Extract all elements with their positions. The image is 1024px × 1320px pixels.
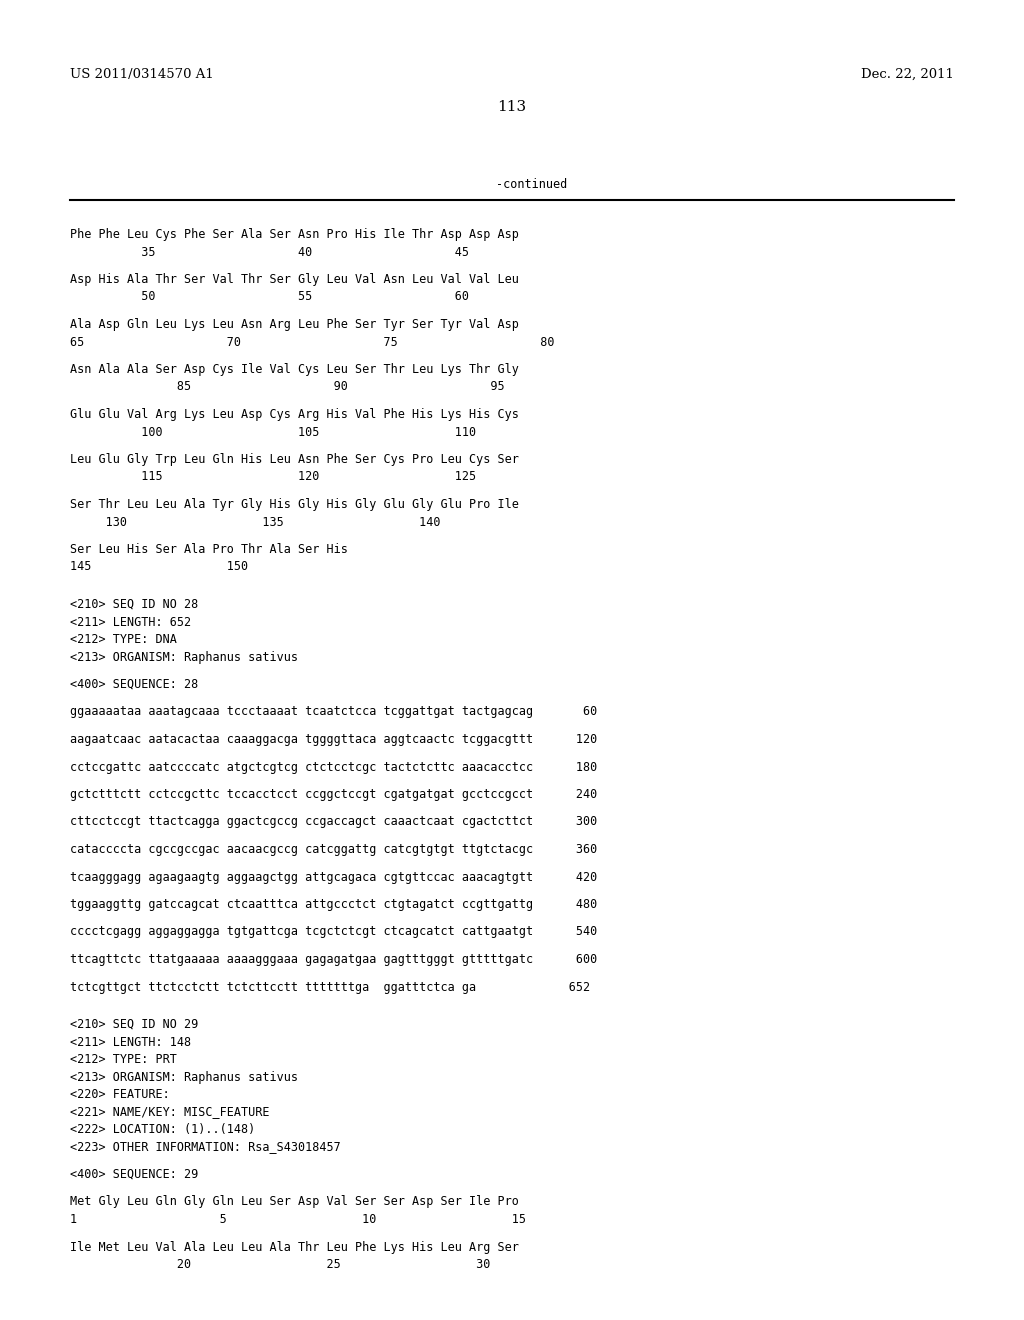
Text: Leu Glu Gly Trp Leu Gln His Leu Asn Phe Ser Cys Pro Leu Cys Ser: Leu Glu Gly Trp Leu Gln His Leu Asn Phe … <box>70 453 519 466</box>
Text: Ile Met Leu Val Ala Leu Leu Ala Thr Leu Phe Lys His Leu Arg Ser: Ile Met Leu Val Ala Leu Leu Ala Thr Leu … <box>70 1241 519 1254</box>
Text: Ser Leu His Ser Ala Pro Thr Ala Ser His: Ser Leu His Ser Ala Pro Thr Ala Ser His <box>70 543 348 556</box>
Text: 100                   105                   110: 100 105 110 <box>70 425 476 438</box>
Text: 130                   135                   140: 130 135 140 <box>70 516 440 528</box>
Text: <222> LOCATION: (1)..(148): <222> LOCATION: (1)..(148) <box>70 1123 255 1137</box>
Text: Asp His Ala Thr Ser Val Thr Ser Gly Leu Val Asn Leu Val Val Leu: Asp His Ala Thr Ser Val Thr Ser Gly Leu … <box>70 273 519 286</box>
Text: <210> SEQ ID NO 29: <210> SEQ ID NO 29 <box>70 1018 199 1031</box>
Text: <223> OTHER INFORMATION: Rsa_S43018457: <223> OTHER INFORMATION: Rsa_S43018457 <box>70 1140 341 1154</box>
Text: Asn Ala Ala Ser Asp Cys Ile Val Cys Leu Ser Thr Leu Lys Thr Gly: Asn Ala Ala Ser Asp Cys Ile Val Cys Leu … <box>70 363 519 376</box>
Text: tcaagggagg agaagaagtg aggaagctgg attgcagaca cgtgttccac aaacagtgtt      420: tcaagggagg agaagaagtg aggaagctgg attgcag… <box>70 870 597 883</box>
Text: 115                   120                   125: 115 120 125 <box>70 470 476 483</box>
Text: Dec. 22, 2011: Dec. 22, 2011 <box>861 69 954 81</box>
Text: cctccgattc aatccccatc atgctcgtcg ctctcctcgc tactctcttc aaacacctcc      180: cctccgattc aatccccatc atgctcgtcg ctctcct… <box>70 760 597 774</box>
Text: ttcagttctc ttatgaaaaa aaaagggaaa gagagatgaa gagtttgggt gtttttgatc      600: ttcagttctc ttatgaaaaa aaaagggaaa gagagat… <box>70 953 597 966</box>
Text: Phe Phe Leu Cys Phe Ser Ala Ser Asn Pro His Ile Thr Asp Asp Asp: Phe Phe Leu Cys Phe Ser Ala Ser Asn Pro … <box>70 228 519 242</box>
Text: gctctttctt cctccgcttc tccacctcct ccggctccgt cgatgatgat gcctccgcct      240: gctctttctt cctccgcttc tccacctcct ccggctc… <box>70 788 597 801</box>
Text: <400> SEQUENCE: 28: <400> SEQUENCE: 28 <box>70 678 199 690</box>
Text: Glu Glu Val Arg Lys Leu Asp Cys Arg His Val Phe His Lys His Cys: Glu Glu Val Arg Lys Leu Asp Cys Arg His … <box>70 408 519 421</box>
Text: tggaaggttg gatccagcat ctcaatttca attgccctct ctgtagatct ccgttgattg      480: tggaaggttg gatccagcat ctcaatttca attgccc… <box>70 898 597 911</box>
Text: US 2011/0314570 A1: US 2011/0314570 A1 <box>70 69 214 81</box>
Text: Ala Asp Gln Leu Lys Leu Asn Arg Leu Phe Ser Tyr Ser Tyr Val Asp: Ala Asp Gln Leu Lys Leu Asn Arg Leu Phe … <box>70 318 519 331</box>
Text: <221> NAME/KEY: MISC_FEATURE: <221> NAME/KEY: MISC_FEATURE <box>70 1106 269 1118</box>
Text: Met Gly Leu Gln Gly Gln Leu Ser Asp Val Ser Ser Asp Ser Ile Pro: Met Gly Leu Gln Gly Gln Leu Ser Asp Val … <box>70 1196 519 1209</box>
Text: 85                    90                    95: 85 90 95 <box>70 380 505 393</box>
Text: 113: 113 <box>498 100 526 114</box>
Text: <211> LENGTH: 148: <211> LENGTH: 148 <box>70 1035 191 1048</box>
Text: aagaatcaac aatacactaa caaaggacga tggggttaca aggtcaactc tcggacgttt      120: aagaatcaac aatacactaa caaaggacga tggggtt… <box>70 733 597 746</box>
Text: <211> LENGTH: 652: <211> LENGTH: 652 <box>70 615 191 628</box>
Text: 1                    5                   10                   15: 1 5 10 15 <box>70 1213 526 1226</box>
Text: tctcgttgct ttctcctctt tctcttcctt tttttttga  ggatttctca ga             652: tctcgttgct ttctcctctt tctcttcctt ttttttt… <box>70 981 590 994</box>
Text: 50                    55                    60: 50 55 60 <box>70 290 469 304</box>
Text: <220> FEATURE:: <220> FEATURE: <box>70 1088 170 1101</box>
Text: <210> SEQ ID NO 28: <210> SEQ ID NO 28 <box>70 598 199 611</box>
Text: cccctcgagg aggaggagga tgtgattcga tcgctctcgt ctcagcatct cattgaatgt      540: cccctcgagg aggaggagga tgtgattcga tcgctct… <box>70 925 597 939</box>
Text: Ser Thr Leu Leu Ala Tyr Gly His Gly His Gly Glu Gly Glu Pro Ile: Ser Thr Leu Leu Ala Tyr Gly His Gly His … <box>70 498 519 511</box>
Text: cataccccta cgccgccgac aacaacgccg catcggattg catcgtgtgt ttgtctacgc      360: cataccccta cgccgccgac aacaacgccg catcgga… <box>70 843 597 855</box>
Text: 145                   150: 145 150 <box>70 561 248 573</box>
Text: <213> ORGANISM: Raphanus sativus: <213> ORGANISM: Raphanus sativus <box>70 1071 298 1084</box>
Text: <212> TYPE: PRT: <212> TYPE: PRT <box>70 1053 177 1067</box>
Text: <212> TYPE: DNA: <212> TYPE: DNA <box>70 634 177 645</box>
Text: 65                    70                    75                    80: 65 70 75 80 <box>70 335 555 348</box>
Text: ggaaaaataa aaatagcaaa tccctaaaat tcaatctcca tcggattgat tactgagcag       60: ggaaaaataa aaatagcaaa tccctaaaat tcaatct… <box>70 705 597 718</box>
Text: 20                   25                   30: 20 25 30 <box>70 1258 490 1271</box>
Text: 35                    40                    45: 35 40 45 <box>70 246 469 259</box>
Text: <400> SEQUENCE: 29: <400> SEQUENCE: 29 <box>70 1168 199 1181</box>
Text: cttcctccgt ttactcagga ggactcgccg ccgaccagct caaactcaat cgactcttct      300: cttcctccgt ttactcagga ggactcgccg ccgacca… <box>70 816 597 829</box>
Text: -continued: -continued <box>497 178 567 191</box>
Text: <213> ORGANISM: Raphanus sativus: <213> ORGANISM: Raphanus sativus <box>70 651 298 664</box>
